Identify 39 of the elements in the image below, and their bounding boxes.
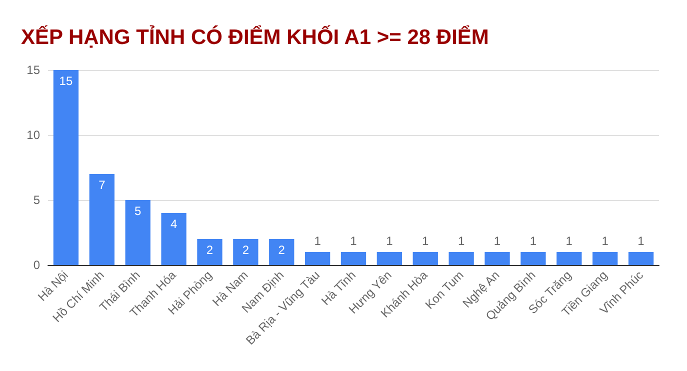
data-label: 1 xyxy=(314,234,322,248)
data-label: 1 xyxy=(494,234,501,248)
data-label: 1 xyxy=(458,234,465,248)
data-label: 1 xyxy=(386,234,394,248)
data-label: 1 xyxy=(350,234,358,248)
bar xyxy=(412,252,438,265)
chart-title: XẾP HẠNG TỈNH CÓ ĐIỂM KHỐI A1 >= 28 ĐIỂM xyxy=(21,25,489,49)
bar xyxy=(89,174,114,265)
bar xyxy=(376,252,402,265)
bar xyxy=(520,252,546,265)
bar xyxy=(233,239,258,265)
data-label: 2 xyxy=(206,243,214,257)
bar xyxy=(161,213,186,265)
bar xyxy=(556,252,582,265)
y-tick-label: 10 xyxy=(26,128,40,142)
data-label: 1 xyxy=(638,234,645,248)
bar xyxy=(484,252,510,265)
data-label: 7 xyxy=(98,178,106,192)
bar xyxy=(125,200,150,265)
bar xyxy=(197,239,222,265)
data-label: 1 xyxy=(530,234,537,248)
bar xyxy=(53,70,79,265)
data-label: 15 xyxy=(59,74,73,88)
data-label: 1 xyxy=(422,234,430,248)
y-tick-label: 5 xyxy=(33,193,40,207)
bar xyxy=(628,252,654,265)
data-label: 5 xyxy=(134,204,142,218)
bar xyxy=(304,252,330,265)
data-label: 4 xyxy=(170,217,178,231)
data-label: 2 xyxy=(242,243,250,257)
data-label: 2 xyxy=(278,243,286,257)
bar xyxy=(448,252,474,265)
y-tick-label: 0 xyxy=(33,258,40,272)
data-label: 1 xyxy=(566,234,573,248)
bar xyxy=(340,252,366,265)
bar xyxy=(592,252,618,265)
y-tick-label: 15 xyxy=(26,63,40,77)
bar xyxy=(269,239,294,265)
data-label: 1 xyxy=(602,234,609,248)
